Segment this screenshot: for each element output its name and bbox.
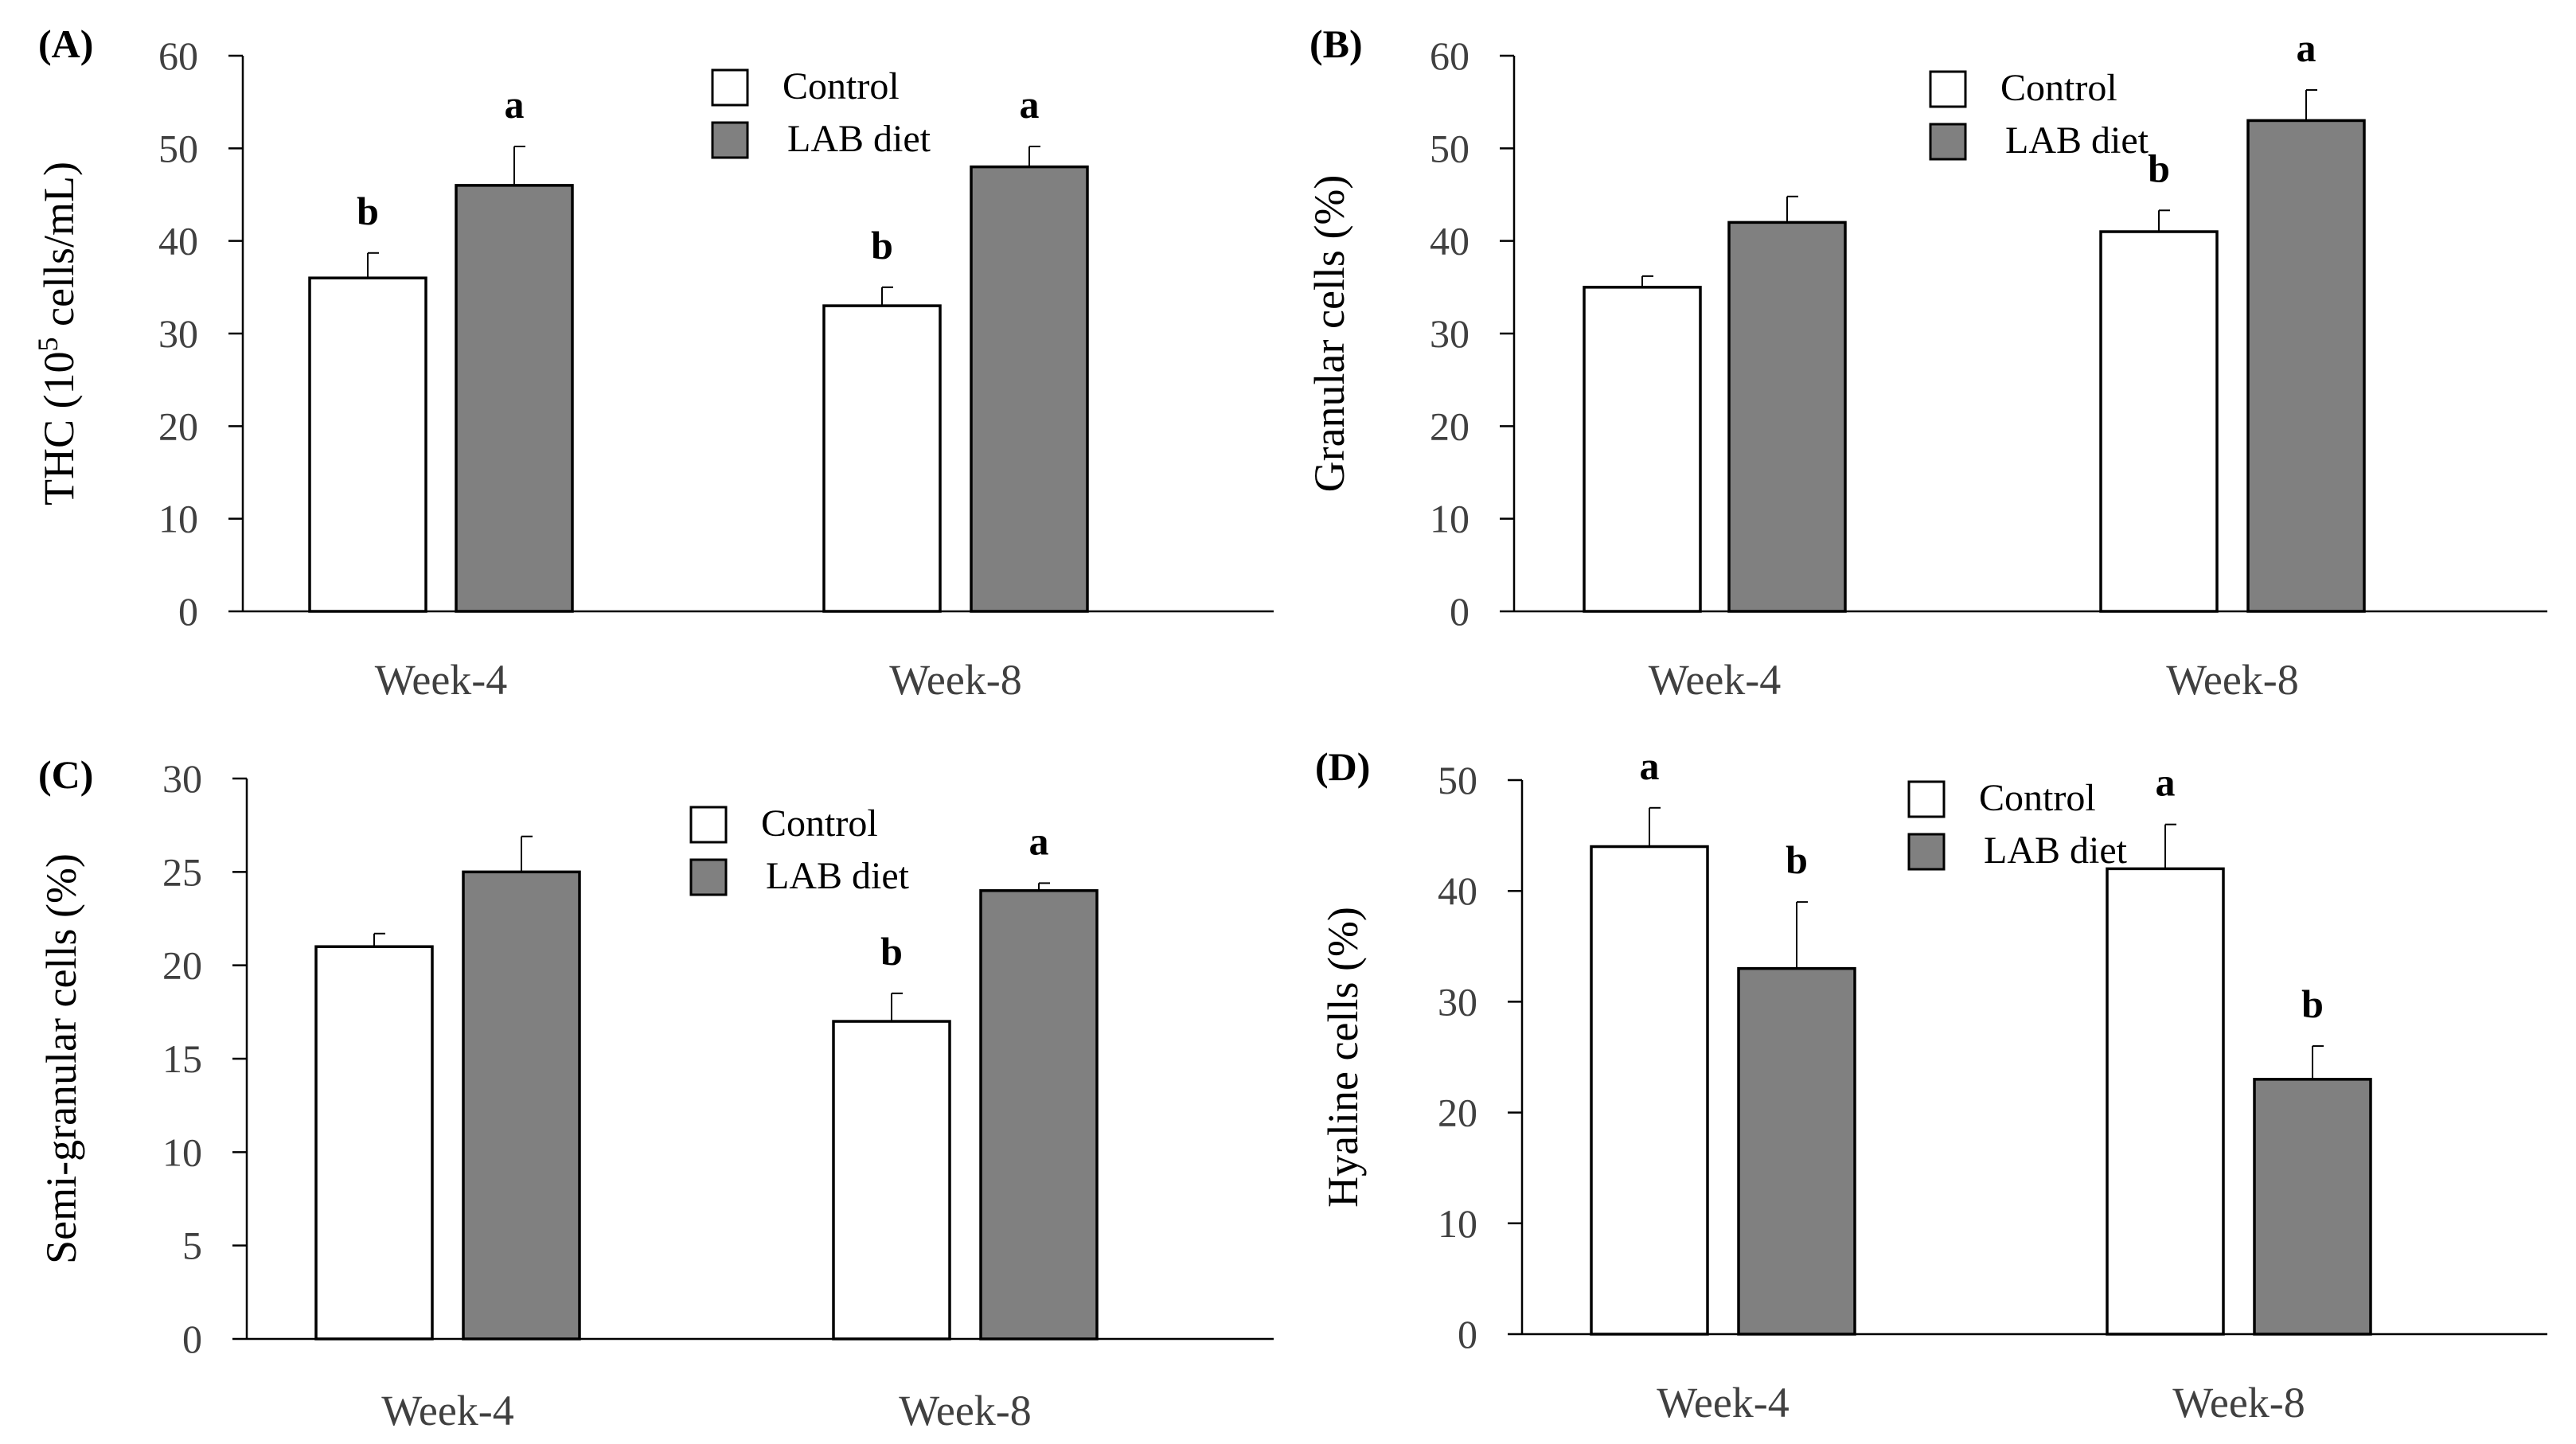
x-tick-label: Week-8: [2166, 656, 2299, 704]
bar-control-week-8: [822, 304, 942, 613]
y-tick-label: 20: [162, 943, 202, 988]
x-tick-label: Week-8: [889, 656, 1022, 704]
y-tick-label: 40: [1438, 868, 1477, 913]
x-tick-label: Week-4: [1657, 1379, 1790, 1426]
legend-swatch-lab: [1929, 123, 1967, 161]
y-tick-label: 0: [182, 1317, 202, 1361]
bar-control-week-4: [1583, 286, 1702, 613]
y-tick-label: 30: [158, 311, 198, 356]
significance-letter: b: [2148, 146, 2170, 190]
y-tick-label: 20: [158, 404, 198, 448]
legend: Control LAB diet: [1907, 777, 2128, 872]
y-axis-label: THC (105 cells/mL): [32, 162, 83, 505]
legend-swatch-lab: [1907, 833, 1946, 871]
bar-lab-week-4: [1737, 966, 1856, 1336]
x-tick-label: Week-4: [375, 656, 508, 704]
y-tick-label: 60: [1430, 33, 1469, 78]
y-tick-label: 15: [162, 1036, 202, 1081]
y-tick-label: 5: [182, 1223, 202, 1268]
chart-panel-2: (B) 0 10 20 30 40 50 60 Granular cells (%) b a Week…: [1306, 21, 2547, 704]
chart-panel-3: (C) 0 5 10 15 20 25 30 Semi-granular cells (%) b a…: [37, 752, 1274, 1434]
y-tick-label: 30: [162, 756, 202, 801]
legend-swatch-control: [1929, 70, 1967, 108]
y-tick-label: 25: [162, 849, 202, 894]
bar-lab-week-8: [2253, 1078, 2372, 1336]
significance-letter: a: [505, 82, 525, 127]
significance-letter: a: [2156, 760, 2176, 805]
y-axis-label: Semi-granular cells (%): [37, 853, 85, 1264]
y-tick-label: 40: [1430, 219, 1469, 263]
significance-letter: b: [871, 223, 893, 267]
bar-lab-week-4: [1727, 221, 1847, 613]
x-tick-label: Week-4: [381, 1387, 514, 1434]
significance-letter: b: [2301, 982, 2324, 1026]
y-tick-label: 50: [1438, 758, 1477, 802]
legend-label: LAB diet: [766, 855, 910, 897]
y-tick-label: 30: [1438, 979, 1477, 1024]
y-tick-label: 50: [158, 126, 198, 170]
y-tick-label: 60: [158, 33, 198, 78]
legend-label: Control: [761, 802, 878, 845]
chart-panel-4: (D) 0 10 20 30 40 50 Hyaline cells (%) a a b b Week-…: [1315, 743, 2547, 1426]
bar-control-week-4: [314, 945, 434, 1341]
significance-letter: b: [357, 189, 379, 233]
y-tick-label: 20: [1438, 1091, 1477, 1135]
legend-label: LAB diet: [2005, 119, 2149, 162]
legend: Control LAB diet: [689, 802, 910, 897]
bar-lab-week-8: [970, 165, 1089, 613]
legend-label: LAB diet: [1984, 829, 2128, 872]
legend: Control LAB diet: [1929, 67, 2149, 162]
significance-letter: a: [2297, 25, 2316, 70]
legend-swatch-control: [711, 68, 749, 107]
bar-control-week-8: [2099, 230, 2219, 613]
panel-label: (B): [1309, 21, 1363, 66]
bar-lab-week-8: [979, 889, 1099, 1341]
bar-lab-week-4: [455, 184, 574, 613]
bar-control-week-8: [2106, 867, 2225, 1336]
y-tick-label: 10: [1430, 497, 1469, 541]
chart-panel-1: (A) 0 10 20 30 40 50 60 THC (105 cells/mL) b b a a We…: [32, 21, 1274, 704]
legend: Control LAB diet: [711, 65, 931, 160]
y-tick-label: 0: [1458, 1312, 1477, 1356]
significance-letter: b: [880, 929, 903, 974]
panel-label: (A): [38, 21, 93, 66]
y-tick-label: 50: [1430, 126, 1469, 170]
y-axis-label: Granular cells (%): [1306, 175, 1353, 493]
significance-letter: a: [1020, 82, 1040, 127]
legend-label: Control: [2000, 67, 2117, 109]
x-tick-label: Week-8: [899, 1387, 1032, 1434]
y-tick-label: 10: [162, 1130, 202, 1174]
y-tick-label: 0: [1450, 589, 1469, 634]
y-tick-label: 20: [1430, 404, 1469, 448]
y-tick-label: 10: [158, 497, 198, 541]
bar-control-week-8: [832, 1020, 951, 1341]
legend-swatch-lab: [711, 121, 749, 159]
legend-swatch-control: [1907, 780, 1946, 818]
legend-label: Control: [783, 65, 900, 107]
bar-control-week-4: [308, 276, 427, 613]
panel-label: (D): [1315, 744, 1370, 789]
significance-letter: a: [1029, 818, 1049, 863]
legend-label: LAB diet: [787, 118, 931, 160]
bar-control-week-4: [1590, 845, 1709, 1336]
y-axis-label: Hyaline cells (%): [1319, 907, 1367, 1208]
panel-label: (C): [38, 752, 93, 797]
significance-letter: a: [1640, 743, 1660, 788]
y-tick-label: 40: [158, 219, 198, 263]
significance-letter: b: [1786, 837, 1808, 882]
legend-swatch-control: [689, 806, 728, 844]
y-tick-label: 0: [178, 589, 198, 634]
bar-lab-week-8: [2246, 119, 2366, 613]
legend-swatch-lab: [689, 858, 728, 896]
y-tick-label: 10: [1438, 1201, 1477, 1246]
x-tick-label: Week-8: [2172, 1379, 2305, 1426]
y-tick-label: 30: [1430, 311, 1469, 356]
x-tick-label: Week-4: [1649, 656, 1782, 704]
legend-label: Control: [1979, 777, 2096, 819]
bar-lab-week-4: [462, 870, 581, 1341]
